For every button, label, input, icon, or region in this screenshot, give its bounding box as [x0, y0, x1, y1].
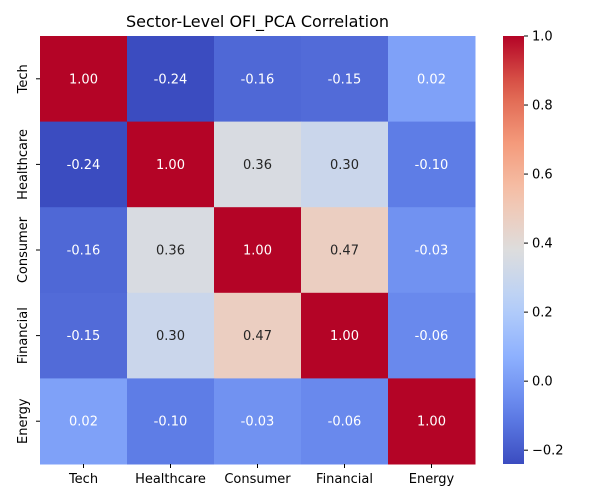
y-tick-label: Tech [16, 64, 31, 94]
chart-title: Sector-Level OFI_PCA Correlation [125, 12, 390, 31]
heatmap-cell [40, 292, 128, 379]
cell-value-label: 0.47 [330, 244, 359, 259]
cell-value-label: 1.00 [330, 329, 359, 344]
cell-value-label: -0.03 [241, 415, 275, 430]
colorbar-tick-label: 0.2 [532, 306, 553, 321]
y-tick-label: Consumer [16, 216, 31, 283]
cell-value-label: -0.24 [154, 72, 188, 87]
cell-value-label: 1.00 [156, 158, 185, 173]
heatmap-cell [388, 292, 476, 379]
heatmap-cell [40, 121, 128, 208]
colorbar-tick-label: 0.6 [532, 168, 553, 183]
x-tick-label: Financial [316, 472, 373, 487]
cell-value-label: 0.30 [156, 329, 185, 344]
heatmap-cell [301, 378, 389, 465]
x-tick-label: Tech [68, 472, 98, 487]
colorbar-tick-label: 1.0 [532, 30, 553, 45]
heatmap-cell [301, 292, 389, 379]
cell-value-label: 1.00 [417, 415, 446, 430]
heatmap-cell [40, 36, 128, 123]
cell-value-label: -0.16 [67, 244, 101, 259]
x-tick-label: Energy [409, 472, 455, 487]
colorbar-tick-label: −0.2 [532, 444, 564, 459]
heatmap-cell [388, 36, 476, 123]
heatmap-cell [127, 121, 215, 208]
heatmap-cell [40, 207, 128, 294]
heatmap-cell [388, 121, 476, 208]
cell-value-label: -0.15 [67, 329, 101, 344]
cell-value-label: 1.00 [243, 244, 272, 259]
cell-value-label: 0.02 [69, 415, 98, 430]
x-tick-label: Healthcare [135, 472, 206, 487]
cell-value-label: 0.30 [330, 158, 359, 173]
y-tick-label: Healthcare [16, 129, 31, 200]
x-tick-label: Consumer [224, 472, 291, 487]
cell-value-label: 0.02 [417, 72, 446, 87]
cell-value-label: 0.47 [243, 329, 272, 344]
heatmap-cell [301, 36, 389, 123]
heatmap-cell [214, 36, 302, 123]
heatmap-cell [40, 378, 128, 465]
colorbar-tick-label: 0.8 [532, 99, 553, 114]
heatmap-cell [214, 292, 302, 379]
heatmap-cell [301, 121, 389, 208]
cell-value-label: -0.24 [67, 158, 101, 173]
cell-value-label: -0.06 [328, 415, 362, 430]
colorbar-tick-label: 0.0 [532, 375, 553, 390]
y-tick-label: Energy [16, 398, 31, 444]
y-tick-label: Financial [16, 307, 31, 364]
heatmap-cell [214, 207, 302, 294]
heatmap-cell [388, 378, 476, 465]
heatmap-cell [127, 207, 215, 294]
cell-value-label: 1.00 [69, 72, 98, 87]
cell-value-label: -0.15 [328, 72, 362, 87]
heatmap-cell [214, 378, 302, 465]
cell-value-label: 0.36 [156, 244, 185, 259]
heatmap-cell [301, 207, 389, 294]
cell-value-label: -0.10 [154, 415, 188, 430]
cell-value-label: -0.06 [415, 329, 449, 344]
cell-value-label: 0.36 [243, 158, 272, 173]
heatmap-cell [388, 207, 476, 294]
colorbar-tick-label: 0.4 [532, 237, 553, 252]
heatmap-cell [127, 292, 215, 379]
cell-value-label: -0.16 [241, 72, 275, 87]
heatmap-cell [214, 121, 302, 208]
cell-value-label: -0.10 [415, 158, 449, 173]
heatmap-cell [127, 378, 215, 465]
heatmap-cell [127, 36, 215, 123]
cell-value-label: -0.03 [415, 244, 449, 259]
colorbar [503, 36, 524, 464]
